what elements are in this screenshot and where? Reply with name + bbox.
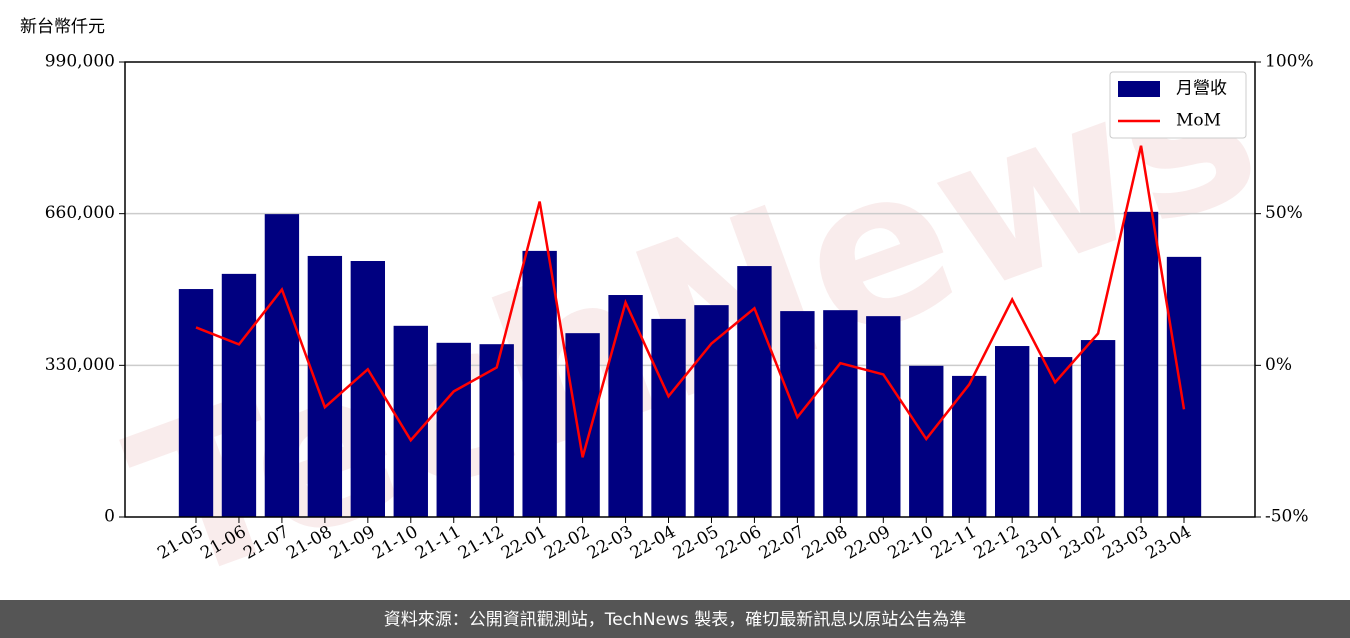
footer: 資料來源：公開資訊觀測站，TechNews 製表，確切最新訊息以原站公告為準 (384, 610, 966, 630)
y-tick-label: 0 (104, 507, 115, 527)
bar (1080, 340, 1116, 517)
bar (823, 310, 858, 517)
bar (952, 375, 987, 517)
legend-swatch (1118, 81, 1160, 97)
bar (994, 346, 1030, 517)
footer-bar (0, 600, 1350, 638)
bar (522, 250, 557, 518)
legend-label: 月營收 (1176, 79, 1227, 99)
bar (866, 316, 901, 517)
bar (1166, 256, 1202, 517)
y2-tick-label: 100% (1265, 52, 1314, 72)
bar (479, 344, 514, 517)
bar (221, 273, 257, 517)
y2-tick-label: -50% (1265, 507, 1309, 527)
plot-frame (124, 61, 1256, 518)
bar (264, 214, 300, 517)
bar (909, 365, 944, 517)
y-tick-label: 990,000 (45, 52, 115, 72)
line (195, 145, 1186, 458)
y-axis-label: 新台幣仟元 (20, 17, 105, 37)
y-tick-label: 660,000 (45, 203, 115, 223)
bar (608, 295, 643, 517)
bar (307, 255, 343, 517)
y2-tick-label: 50% (1265, 203, 1303, 223)
bar (694, 305, 729, 517)
bar (565, 333, 600, 517)
bar (1123, 211, 1159, 517)
y2-tick-label: 0% (1265, 355, 1292, 375)
bar (651, 318, 686, 517)
bar (436, 342, 471, 517)
bar (737, 266, 772, 517)
legend-label: MoM (1176, 111, 1221, 131)
bar (178, 289, 214, 517)
y-tick-label: 330,000 (45, 355, 115, 375)
